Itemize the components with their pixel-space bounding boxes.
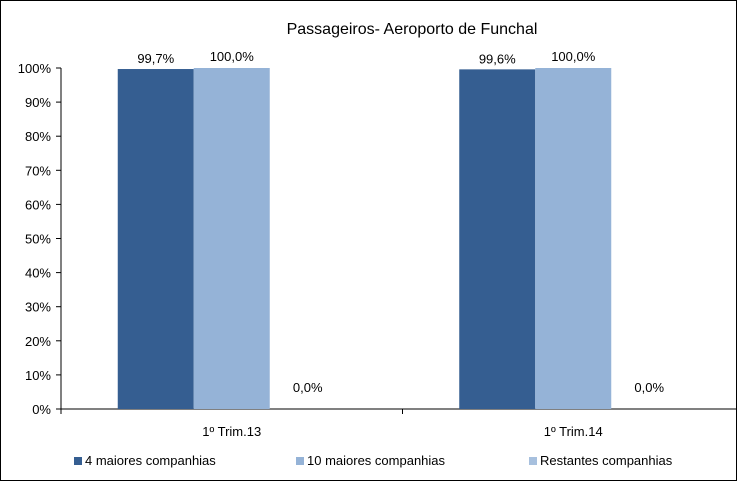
chart-title: Passageiros- Aeroporto de Funchal bbox=[287, 21, 538, 38]
legend-label: 10 maiores companhias bbox=[307, 453, 446, 468]
bar bbox=[117, 69, 194, 409]
y-tick-label: 0% bbox=[32, 402, 51, 417]
data-labels: 99,7% 100,0% 0,0% 99,6% 100,0% 0,0% bbox=[137, 49, 664, 395]
data-label: 99,7% bbox=[137, 51, 174, 66]
x-tick-label: 1º Trim.14 bbox=[544, 424, 603, 439]
data-label: 99,6% bbox=[479, 51, 516, 66]
y-tick-label: 60% bbox=[25, 197, 51, 212]
y-tick-label: 80% bbox=[25, 129, 51, 144]
y-tick-label: 10% bbox=[25, 368, 51, 383]
data-label: 100,0% bbox=[551, 49, 596, 64]
data-label: 0,0% bbox=[293, 380, 323, 395]
legend-swatch bbox=[529, 457, 537, 465]
legend: 4 maiores companhias 10 maiores companhia… bbox=[74, 453, 673, 468]
legend-swatch bbox=[74, 457, 82, 465]
legend-label: 4 maiores companhias bbox=[85, 453, 216, 468]
y-tick-label: 20% bbox=[25, 334, 51, 349]
y-tick-label: 70% bbox=[25, 163, 51, 178]
bar bbox=[535, 68, 612, 409]
bar bbox=[459, 69, 536, 409]
y-tick-label: 40% bbox=[25, 266, 51, 281]
y-tick-label: 50% bbox=[25, 232, 51, 247]
data-label: 0,0% bbox=[634, 380, 664, 395]
y-tick-label: 90% bbox=[25, 95, 51, 110]
legend-swatch bbox=[296, 457, 304, 465]
y-tick-label: 30% bbox=[25, 300, 51, 315]
y-tick-label: 100% bbox=[18, 61, 52, 76]
y-axis: 0% 10% 20% 30% 40% 50% 60% 70% 80% 90% 100% bbox=[18, 61, 62, 417]
x-tick-label: 1º Trim.13 bbox=[202, 424, 261, 439]
data-label: 100,0% bbox=[210, 49, 255, 64]
bar bbox=[193, 68, 270, 409]
bars bbox=[117, 68, 612, 409]
legend-label: Restantes companhias bbox=[540, 453, 673, 468]
